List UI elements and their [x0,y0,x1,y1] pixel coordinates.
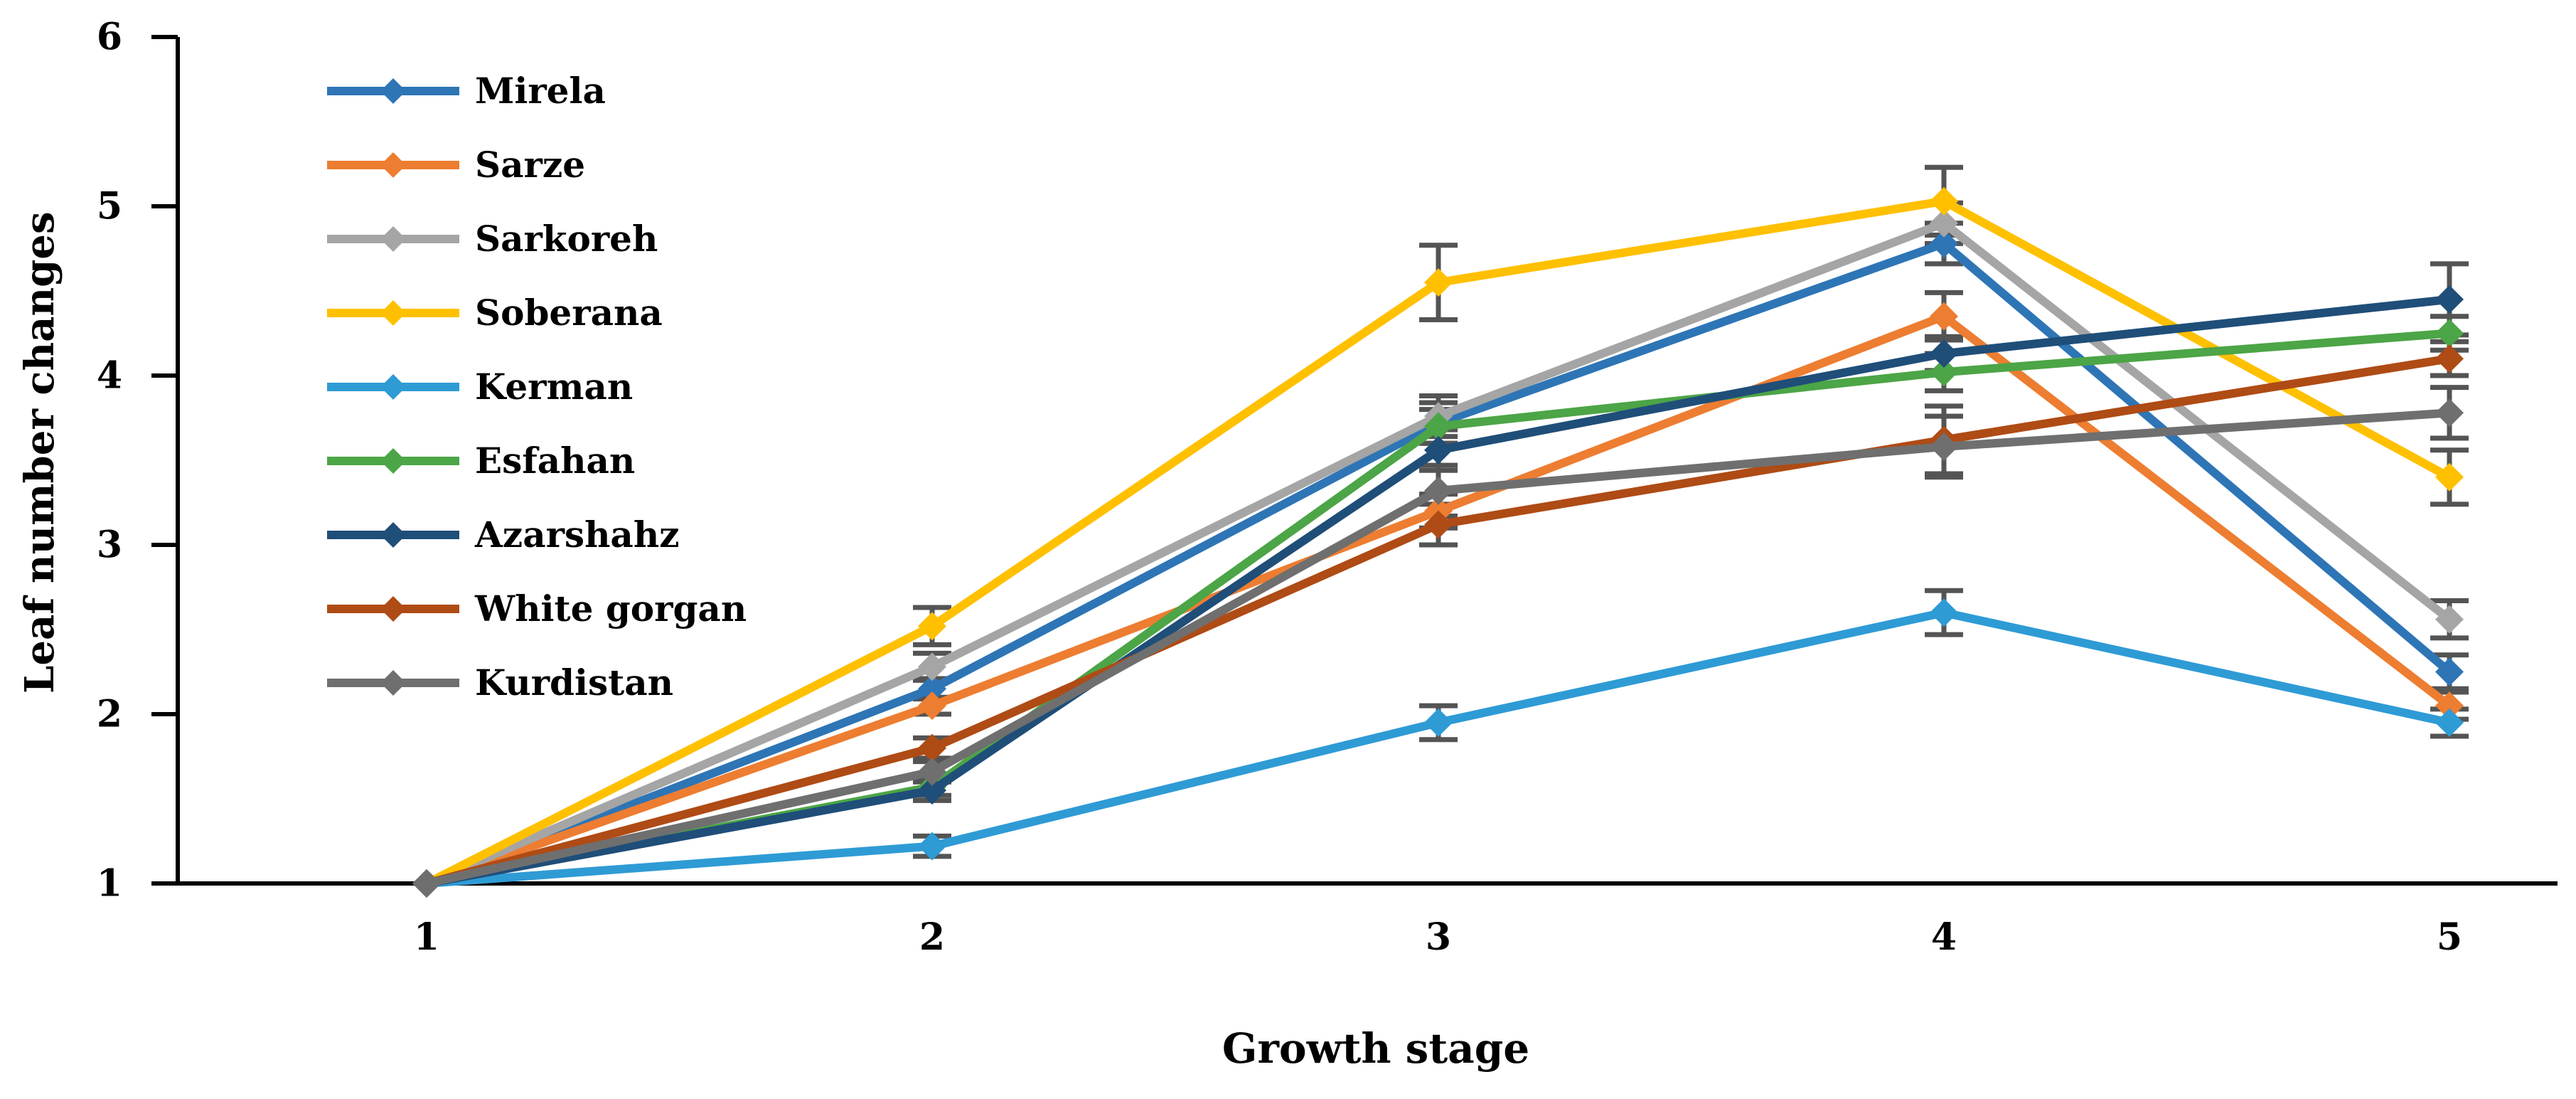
data-point-marker [1930,432,1958,461]
data-point-marker [1930,208,1958,238]
data-point-marker [1930,598,1958,627]
y-tick-label: 1 [97,862,122,906]
line-diamond-swatch-icon [327,226,459,252]
data-point-marker [1424,268,1453,297]
data-point-marker [1424,476,1453,505]
legend-label: White gorgan [475,588,747,630]
data-point-marker [918,776,946,805]
data-point-marker [412,869,441,898]
legend-label: Esfahan [475,440,636,482]
x-tick-label: 1 [414,915,439,959]
data-point-marker [1424,510,1453,539]
y-tick-label: 5 [97,185,122,228]
legend-item-sarkoreh: Sarkoreh [326,218,658,260]
line-diamond-swatch-icon [327,300,459,326]
line-diamond-swatch-icon [327,522,459,548]
series-line [422,218,2454,888]
data-point-marker [1930,229,1958,258]
legend-item-kurdistan: Kurdistan [326,662,673,704]
data-point-marker [918,757,946,786]
data-point-marker [1930,339,1958,368]
data-point-marker [1930,302,1958,331]
legend-label: Sarze [475,144,586,186]
data-point-marker [1424,435,1453,464]
series-line [422,239,2454,888]
legend-label: Mirela [475,70,606,112]
data-point-marker [1424,708,1453,737]
x-tick-label: 4 [1931,915,1957,959]
y-tick-label: 4 [97,354,122,398]
data-point-marker [2435,657,2464,686]
data-point-marker [2435,691,2464,721]
legend-item-mirela: Mirela [326,70,606,112]
legend-item-kerman: Kerman [326,366,633,408]
line-diamond-swatch-icon [327,448,459,474]
x-tick-label: 2 [919,915,945,959]
data-point-marker [918,691,946,721]
data-point-marker [1930,186,1958,216]
line-diamond-swatch-icon [327,78,459,104]
line-diamond-swatch-icon [327,374,459,400]
data-point-marker [2435,344,2464,373]
legend-item-esfahan: Esfahan [326,440,635,482]
data-point-marker [918,832,946,861]
y-tick-label: 2 [97,693,122,736]
data-point-marker [1424,412,1453,441]
data-point-marker [918,674,946,704]
x-tick-label: 5 [2437,915,2462,959]
line-diamond-swatch-icon [327,152,459,178]
data-point-marker [918,652,946,681]
legend-item-azarshahz: Azarshahz [326,514,680,556]
data-point-marker [2435,285,2464,314]
legend-label: Soberana [475,292,663,334]
data-point-marker [2435,605,2464,634]
legend-item-white-gorgan: White gorgan [326,588,747,630]
data-point-marker [2435,398,2464,428]
data-point-marker [918,733,946,763]
legend-label: Kerman [475,366,634,408]
y-axis-title: Leaf number changes [16,211,63,694]
x-tick-label: 3 [1426,915,1451,959]
data-point-marker [918,612,946,641]
data-point-marker [2435,462,2464,492]
series-line [422,608,2454,888]
legend-item-soberana: Soberana [326,292,663,334]
line-diamond-swatch-icon [327,596,459,622]
legend-label: Azarshahz [475,514,680,556]
line-diamond-swatch-icon [327,670,459,696]
y-tick-label: 6 [97,16,122,59]
y-tick-label: 3 [97,524,122,567]
data-point-marker [2435,319,2464,348]
legend-item-sarze: Sarze [326,144,585,186]
data-point-marker [1930,358,1958,387]
legend-label: Kurdistan [475,662,674,704]
data-point-marker [2435,708,2464,737]
legend-label: Sarkoreh [475,218,658,260]
x-axis-title: Growth stage [1222,1024,1530,1073]
